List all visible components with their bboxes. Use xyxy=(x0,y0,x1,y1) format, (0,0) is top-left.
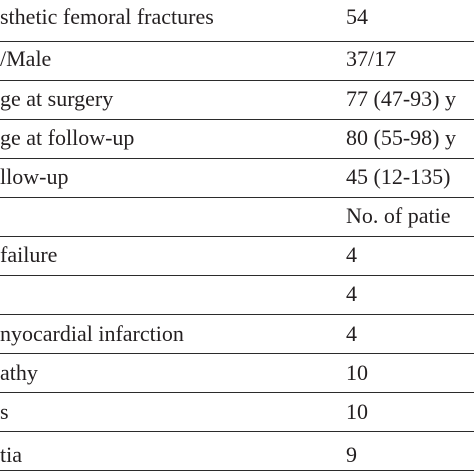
row-value: 45 (12-135) xyxy=(346,164,451,189)
row-value: 77 (47-93) y xyxy=(346,86,456,111)
row-value: 37/17 xyxy=(346,46,397,71)
row-value: 10 xyxy=(346,360,368,385)
row-label: athy xyxy=(0,360,38,385)
row-divider xyxy=(0,314,474,315)
row-divider xyxy=(0,197,474,198)
row-label: sthetic femoral fractures xyxy=(0,4,214,29)
row-divider xyxy=(0,470,474,471)
row-value: 54 xyxy=(346,4,368,29)
row-label: /Male xyxy=(0,46,52,71)
column-header: No. of patie xyxy=(346,203,451,228)
row-value: 4 xyxy=(346,242,357,267)
row-divider xyxy=(0,158,474,159)
row-divider xyxy=(0,236,474,237)
row-value: 9 xyxy=(346,442,357,467)
row-value: 4 xyxy=(346,321,357,346)
row-value: 80 (55-98) y xyxy=(346,125,456,150)
row-divider xyxy=(0,41,474,42)
row-divider xyxy=(0,353,474,354)
row-divider xyxy=(0,80,474,81)
row-divider xyxy=(0,275,474,276)
row-label: ge at surgery xyxy=(0,86,114,111)
row-label: llow-up xyxy=(0,164,69,189)
row-divider xyxy=(0,119,474,120)
row-label: nyocardial infarction xyxy=(0,321,184,346)
row-label: tia xyxy=(0,442,22,467)
row-label: ge at follow-up xyxy=(0,125,135,150)
row-value: 4 xyxy=(346,281,357,306)
row-divider xyxy=(0,392,474,393)
row-value: 10 xyxy=(346,399,368,424)
row-divider xyxy=(0,431,474,432)
row-label: failure xyxy=(0,242,58,267)
row-label: s xyxy=(0,399,9,424)
